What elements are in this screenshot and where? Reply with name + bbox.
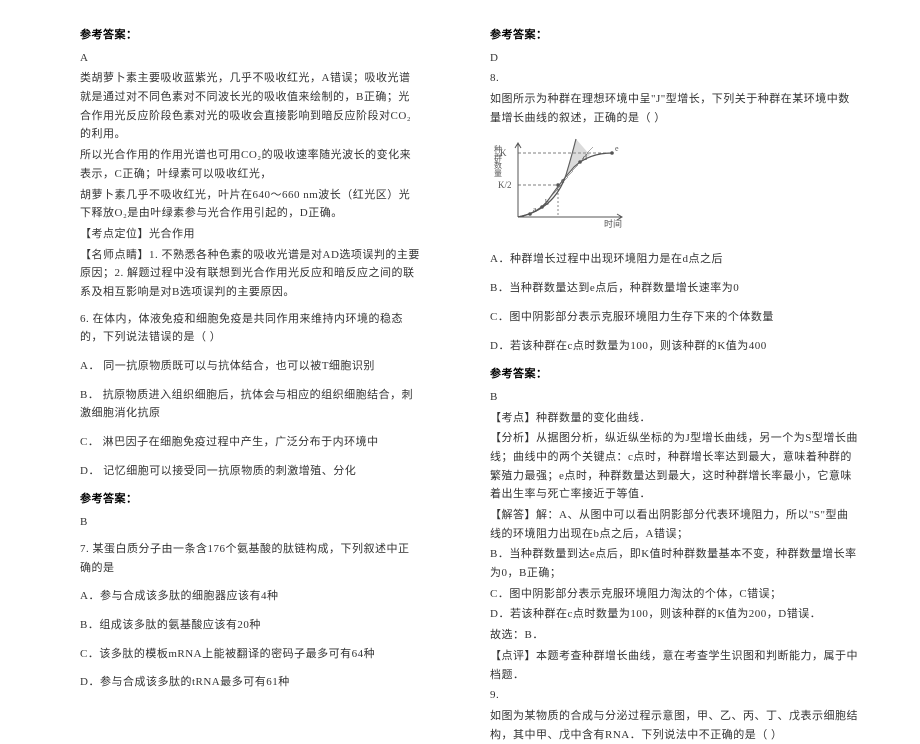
- solve-d: D．若该种群在c点时数量为100，则该种群的K值为200，D错误．: [490, 605, 860, 624]
- answer-letter: D: [490, 49, 860, 68]
- comment: 【点评】本题考查种群增长曲线，意在考查学生识图和判断能力，属于中档题．: [490, 647, 860, 684]
- solve-b: B．当种群数量到达e点后，即K值时种群数量基本不变，种群数量增长率为0，B正确；: [490, 545, 860, 582]
- svg-text:种群数量: 种群数量: [494, 144, 503, 177]
- svg-text:a: a: [533, 205, 537, 214]
- answer-letter: B: [490, 388, 860, 407]
- svg-text:e: e: [615, 144, 619, 153]
- answer-letter: B: [80, 513, 420, 532]
- explanation-para: 类胡萝卜素主要吸收蓝紫光，几乎不吸收红光，A错误；吸收光谱就是通过对不同色素对不…: [80, 69, 420, 144]
- option-d: D．若该种群在c点时数量为100，则该种群的K值为400: [490, 337, 860, 356]
- solve: 【解答】解：A、从图中可以看出阴影部分代表环境阻力，所以"S"型曲线的环境阻力出…: [490, 506, 860, 543]
- option-b: B． 抗原物质进入组织细胞后，抗体会与相应的组织细胞结合，刺激细胞消化抗原: [80, 386, 420, 423]
- option-b: B．组成该多肽的氨基酸应该有20种: [80, 616, 420, 635]
- svg-text:时间: 时间: [604, 218, 622, 229]
- question-6: 6. 在体内，体液免疫和细胞免疫是共同作用来维持内环境的稳态的，下列说法错误的是…: [80, 310, 420, 347]
- answer-heading: 参考答案：: [490, 26, 860, 45]
- solve-c: C．图中阴影部分表示克服环境阻力淘汰的个体，C错误；: [490, 585, 860, 604]
- analysis: 【分析】从据图分析，纵近纵坐标的为J型增长曲线，另一个为S型增长曲线；曲线中的两…: [490, 429, 860, 504]
- answer-letter: A: [80, 49, 420, 68]
- answer-heading: 参考答案：: [80, 26, 420, 45]
- option-c: C．图中阴影部分表示克服环境阻力生存下来的个体数量: [490, 308, 860, 327]
- question-7: 7. 某蛋白质分子由一条含176个氨基酸的肽链构成，下列叙述中正确的是: [80, 540, 420, 577]
- question-8-num: 8.: [490, 69, 860, 88]
- explanation-para: 胡萝卜素几乎不吸收红光，叶片在640～660 nm波长（红光区）光下释放O₂是由…: [80, 186, 420, 223]
- svg-text:b: b: [545, 198, 549, 207]
- teacher-tip: 【名师点睛】1. 不熟悉各种色素的吸收光谱是对AD选项误判的主要原因；2. 解题…: [80, 246, 420, 302]
- svg-text:K/2: K/2: [498, 180, 512, 190]
- option-d: D．参与合成该多肽的tRNA最多可有61种: [80, 673, 420, 692]
- question-9-num: 9.: [490, 686, 860, 705]
- option-a: A．参与合成该多肽的细胞器应该有4种: [80, 587, 420, 606]
- exam-position: 【考点定位】光合作用: [80, 225, 420, 244]
- option-c: C． 淋巴因子在细胞免疫过程中产生，广泛分布于内环境中: [80, 433, 420, 452]
- left-column: 参考答案： A 类胡萝卜素主要吸收蓝紫光，几乎不吸收红光，A错误；吸收光谱就是通…: [0, 20, 460, 631]
- population-growth-chart: KK/2abcde时间种群数量: [494, 135, 634, 230]
- option-a: A．种群增长过程中出现环境阻力是在d点之后: [490, 250, 860, 269]
- svg-text:d: d: [583, 153, 587, 162]
- right-column: 参考答案： D 8. 如图所示为种群在理想环境中呈"J"型增长，下列关于种群在某…: [460, 20, 920, 631]
- option-b: B．当种群数量达到e点后，种群数量增长速率为0: [490, 279, 860, 298]
- option-c: C．该多肽的模板mRNA上能被翻译的密码子最多可有64种: [80, 645, 420, 664]
- question-9-text: 如图为某物质的合成与分泌过程示意图，甲、乙、丙、丁、戊表示细胞结构，其中甲、戊中…: [490, 707, 860, 744]
- svg-text:c: c: [561, 176, 565, 185]
- question-8-text: 如图所示为种群在理想环境中呈"J"型增长，下列关于种群在某环境中数量增长曲线的叙…: [490, 90, 860, 127]
- option-a: A． 同一抗原物质既可以与抗体结合，也可以被T细胞识别: [80, 357, 420, 376]
- explanation-para: 所以光合作用的作用光谱也可用CO₂的吸收速率随光波长的变化来表示，C正确；叶绿素…: [80, 146, 420, 183]
- exam-point: 【考点】种群数量的变化曲线．: [490, 409, 860, 428]
- option-d: D． 记忆细胞可以接受同一抗原物质的刺激增殖、分化: [80, 462, 420, 481]
- conclusion: 故选：B．: [490, 626, 860, 645]
- answer-heading: 参考答案：: [490, 365, 860, 384]
- answer-heading: 参考答案：: [80, 490, 420, 509]
